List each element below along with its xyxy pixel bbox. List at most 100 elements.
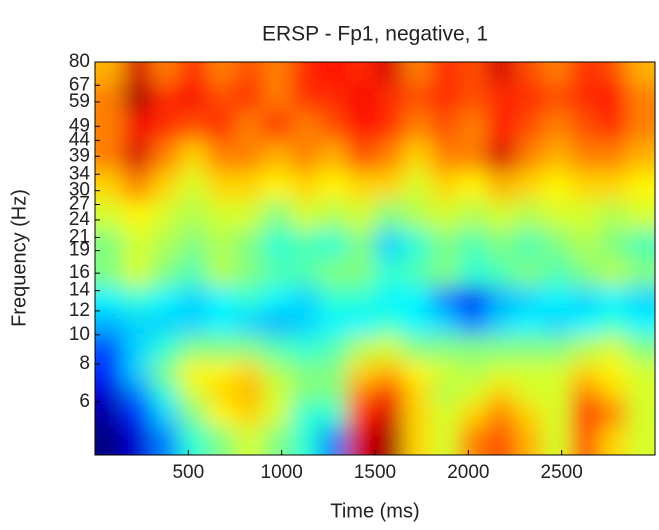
heatmap-cell	[515, 228, 544, 259]
heatmap-cell	[627, 286, 655, 312]
heatmap-cell	[571, 258, 600, 287]
heatmap-cell	[179, 381, 208, 403]
heatmap-cell	[627, 199, 655, 230]
heatmap-cell	[403, 110, 432, 142]
heatmap-cell	[319, 401, 348, 427]
heatmap-cell	[543, 381, 572, 403]
heatmap-cell	[571, 381, 600, 403]
heatmap-cell	[403, 83, 432, 111]
heatmap-cell	[151, 110, 180, 142]
heatmap-cell	[459, 228, 488, 259]
heatmap-cell	[459, 334, 488, 361]
heatmap-cell	[543, 258, 572, 287]
heatmap-cell	[487, 425, 516, 455]
heatmap-cell	[263, 199, 292, 230]
heatmap-cell	[319, 258, 348, 287]
heatmap-cell	[347, 62, 376, 84]
heatmap-cell	[431, 140, 460, 172]
heatmap-cell	[347, 110, 376, 142]
heatmap-cell	[291, 258, 320, 287]
heatmap-cell	[291, 170, 320, 201]
heatmap-cell	[543, 286, 572, 312]
heatmap-cell	[627, 170, 655, 201]
heatmap-cell	[123, 360, 152, 382]
heatmap-cell	[515, 360, 544, 382]
heatmap-cell	[263, 401, 292, 427]
heatmap-cell	[123, 199, 152, 230]
heatmap-cell	[543, 401, 572, 427]
heatmap-cell	[599, 170, 628, 201]
heatmap-cell	[571, 83, 600, 111]
heatmap-cell	[179, 258, 208, 287]
heatmap-cell	[291, 110, 320, 142]
heatmap-cell	[375, 286, 404, 312]
heatmap-cell	[179, 62, 208, 84]
heatmap-cell	[599, 286, 628, 312]
heatmap-cell	[207, 199, 236, 230]
heatmap-cell	[319, 62, 348, 84]
heatmap-cell	[319, 310, 348, 336]
heatmap-cell	[487, 310, 516, 336]
heatmap-cell	[347, 360, 376, 382]
heatmap-cell	[487, 62, 516, 84]
heatmap-cell	[291, 228, 320, 259]
heatmap-cell	[627, 62, 655, 84]
x-tick-label: 1500	[354, 462, 396, 483]
heatmap-cell	[347, 401, 376, 427]
heatmap-cell	[487, 170, 516, 201]
heatmap-cell	[319, 228, 348, 259]
heatmap-cell	[151, 228, 180, 259]
heatmap-cell	[571, 334, 600, 361]
heatmap-cell	[179, 425, 208, 455]
chart-title: ERSP - Fp1, negative, 1	[262, 23, 488, 46]
heatmap-cell	[291, 381, 320, 403]
heatmap-cell	[403, 199, 432, 230]
heatmap-cell	[179, 110, 208, 142]
heatmap-cell	[571, 360, 600, 382]
heatmap-cell	[375, 110, 404, 142]
heatmap-cell	[375, 140, 404, 172]
heatmap-cell	[207, 228, 236, 259]
heatmap-cell	[151, 170, 180, 201]
heatmap-cell	[235, 360, 264, 382]
heatmap-cell	[123, 401, 152, 427]
heatmap-cell	[487, 360, 516, 382]
heatmap-cell	[403, 62, 432, 84]
heatmap-cell	[487, 334, 516, 361]
heatmap-cell	[431, 110, 460, 142]
heatmap-cell	[123, 286, 152, 312]
heatmap-cell	[403, 381, 432, 403]
heatmap-cell	[431, 334, 460, 361]
heatmap-cell	[319, 83, 348, 111]
heatmap-cell	[627, 360, 655, 382]
heatmap-cell	[403, 170, 432, 201]
heatmap-cell	[431, 310, 460, 336]
heatmap-cell	[459, 140, 488, 172]
heatmap-cell	[599, 425, 628, 455]
heatmap-cell	[571, 140, 600, 172]
heatmap-cell	[263, 360, 292, 382]
y-tick-label: 27	[69, 194, 90, 215]
heatmap-cell	[235, 425, 264, 455]
heatmap-cell	[431, 199, 460, 230]
heatmap-cell	[431, 83, 460, 111]
heatmap-cell	[151, 381, 180, 403]
heatmap-cell	[123, 334, 152, 361]
heatmap-cell	[487, 83, 516, 111]
heatmap-cell	[235, 62, 264, 84]
heatmap-cell	[207, 140, 236, 172]
heatmap-cell	[627, 140, 655, 172]
heatmap-cell	[123, 425, 152, 455]
heatmap-cell	[571, 425, 600, 455]
heatmap-cell	[291, 334, 320, 361]
y-tick-label: 49	[69, 115, 90, 136]
heatmap-cell	[263, 334, 292, 361]
heatmap-cell	[375, 425, 404, 455]
heatmap-cell	[375, 83, 404, 111]
heatmap-cell	[123, 62, 152, 84]
heatmap-cell	[235, 228, 264, 259]
heatmap-cell	[95, 62, 124, 84]
heatmap-cell	[151, 140, 180, 172]
heatmap-cell	[431, 228, 460, 259]
heatmap-cell	[627, 425, 655, 455]
